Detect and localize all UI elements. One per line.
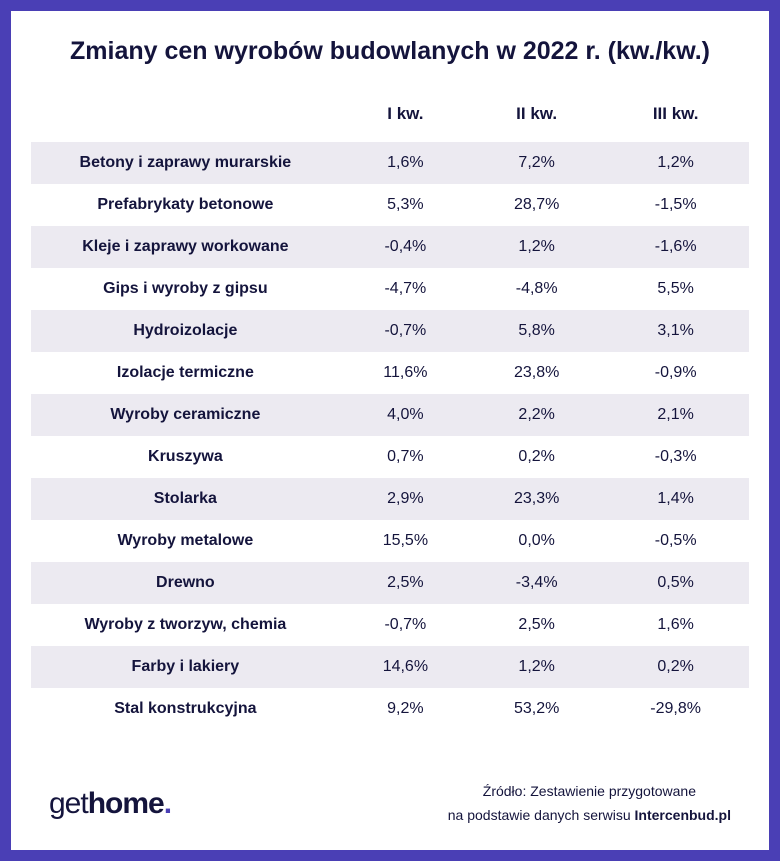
row-value: 53,2% — [471, 688, 602, 730]
header-col-3: III kw. — [602, 86, 749, 142]
header-col-2: II kw. — [471, 86, 602, 142]
content-panel: Zmiany cen wyrobów budowlanych w 2022 r.… — [11, 11, 769, 850]
table-header-row: I kw. II kw. III kw. — [31, 86, 749, 142]
table-row: Stal konstrukcyjna9,2%53,2%-29,8% — [31, 688, 749, 730]
row-value: -0,7% — [340, 310, 471, 352]
logo-part-get: get — [49, 787, 88, 820]
row-value: 11,6% — [340, 352, 471, 394]
row-label: Wyroby z tworzyw, chemia — [31, 604, 340, 646]
table-row: Stolarka2,9%23,3%1,4% — [31, 478, 749, 520]
row-value: 1,6% — [602, 604, 749, 646]
logo-dot: . — [164, 787, 171, 820]
row-value: 4,0% — [340, 394, 471, 436]
row-value: 28,7% — [471, 184, 602, 226]
gethome-logo: gethome. — [49, 787, 171, 821]
row-value: 23,3% — [471, 478, 602, 520]
row-value: 1,2% — [471, 226, 602, 268]
table-row: Kleje i zaprawy workowane-0,4%1,2%-1,6% — [31, 226, 749, 268]
row-label: Hydroizolacje — [31, 310, 340, 352]
row-value: 1,2% — [471, 646, 602, 688]
row-value: -0,3% — [602, 436, 749, 478]
table-row: Gips i wyroby z gipsu-4,7%-4,8%5,5% — [31, 268, 749, 310]
row-value: 2,5% — [340, 562, 471, 604]
row-value: 14,6% — [340, 646, 471, 688]
table-row: Prefabrykaty betonowe5,3%28,7%-1,5% — [31, 184, 749, 226]
table-row: Hydroizolacje-0,7%5,8%3,1% — [31, 310, 749, 352]
row-value: -0,9% — [602, 352, 749, 394]
price-change-table: I kw. II kw. III kw. Betony i zaprawy mu… — [31, 86, 749, 730]
row-label: Izolacje termiczne — [31, 352, 340, 394]
row-value: -1,6% — [602, 226, 749, 268]
page-title: Zmiany cen wyrobów budowlanych w 2022 r.… — [11, 11, 769, 86]
row-value: -0,5% — [602, 520, 749, 562]
source-line-2-prefix: na podstawie danych serwisu — [448, 807, 635, 823]
row-value: 0,0% — [471, 520, 602, 562]
row-value: 7,2% — [471, 142, 602, 184]
row-value: 0,2% — [471, 436, 602, 478]
row-label: Kleje i zaprawy workowane — [31, 226, 340, 268]
row-label: Betony i zaprawy murarskie — [31, 142, 340, 184]
row-value: 1,4% — [602, 478, 749, 520]
outer-frame: Zmiany cen wyrobów budowlanych w 2022 r.… — [0, 0, 780, 861]
source-attribution: Źródło: Zestawienie przygotowane na pods… — [448, 780, 731, 828]
row-label: Prefabrykaty betonowe — [31, 184, 340, 226]
row-label: Stolarka — [31, 478, 340, 520]
row-value: 5,8% — [471, 310, 602, 352]
source-line-2: na podstawie danych serwisu Intercenbud.… — [448, 804, 731, 828]
table-row: Wyroby ceramiczne4,0%2,2%2,1% — [31, 394, 749, 436]
row-value: -4,8% — [471, 268, 602, 310]
row-value: 2,9% — [340, 478, 471, 520]
row-value: 2,5% — [471, 604, 602, 646]
row-label: Gips i wyroby z gipsu — [31, 268, 340, 310]
row-value: 1,6% — [340, 142, 471, 184]
table-row: Izolacje termiczne11,6%23,8%-0,9% — [31, 352, 749, 394]
table-row: Kruszywa0,7%0,2%-0,3% — [31, 436, 749, 478]
table-row: Drewno2,5%-3,4%0,5% — [31, 562, 749, 604]
row-value: 3,1% — [602, 310, 749, 352]
row-value: -3,4% — [471, 562, 602, 604]
row-value: -1,5% — [602, 184, 749, 226]
row-value: -4,7% — [340, 268, 471, 310]
row-label: Drewno — [31, 562, 340, 604]
logo-part-home: home — [88, 787, 164, 820]
header-empty — [31, 86, 340, 142]
row-value: 0,2% — [602, 646, 749, 688]
row-value: 0,5% — [602, 562, 749, 604]
table-row: Wyroby metalowe15,5%0,0%-0,5% — [31, 520, 749, 562]
row-value: 0,7% — [340, 436, 471, 478]
row-label: Kruszywa — [31, 436, 340, 478]
row-value: 9,2% — [340, 688, 471, 730]
table-row: Wyroby z tworzyw, chemia-0,7%2,5%1,6% — [31, 604, 749, 646]
footer: gethome. Źródło: Zestawienie przygotowan… — [11, 762, 769, 850]
row-value: 2,2% — [471, 394, 602, 436]
header-col-1: I kw. — [340, 86, 471, 142]
row-label: Wyroby ceramiczne — [31, 394, 340, 436]
row-value: 5,5% — [602, 268, 749, 310]
row-label: Wyroby metalowe — [31, 520, 340, 562]
table-row: Betony i zaprawy murarskie1,6%7,2%1,2% — [31, 142, 749, 184]
table-row: Farby i lakiery14,6%1,2%0,2% — [31, 646, 749, 688]
source-line-1: Źródło: Zestawienie przygotowane — [448, 780, 731, 804]
row-value: 5,3% — [340, 184, 471, 226]
row-value: -29,8% — [602, 688, 749, 730]
row-value: 23,8% — [471, 352, 602, 394]
row-value: 1,2% — [602, 142, 749, 184]
table-container: I kw. II kw. III kw. Betony i zaprawy mu… — [11, 86, 769, 762]
row-label: Stal konstrukcyjna — [31, 688, 340, 730]
row-value: -0,4% — [340, 226, 471, 268]
row-value: 2,1% — [602, 394, 749, 436]
row-label: Farby i lakiery — [31, 646, 340, 688]
row-value: -0,7% — [340, 604, 471, 646]
row-value: 15,5% — [340, 520, 471, 562]
source-line-2-strong: Intercenbud.pl — [635, 807, 731, 823]
